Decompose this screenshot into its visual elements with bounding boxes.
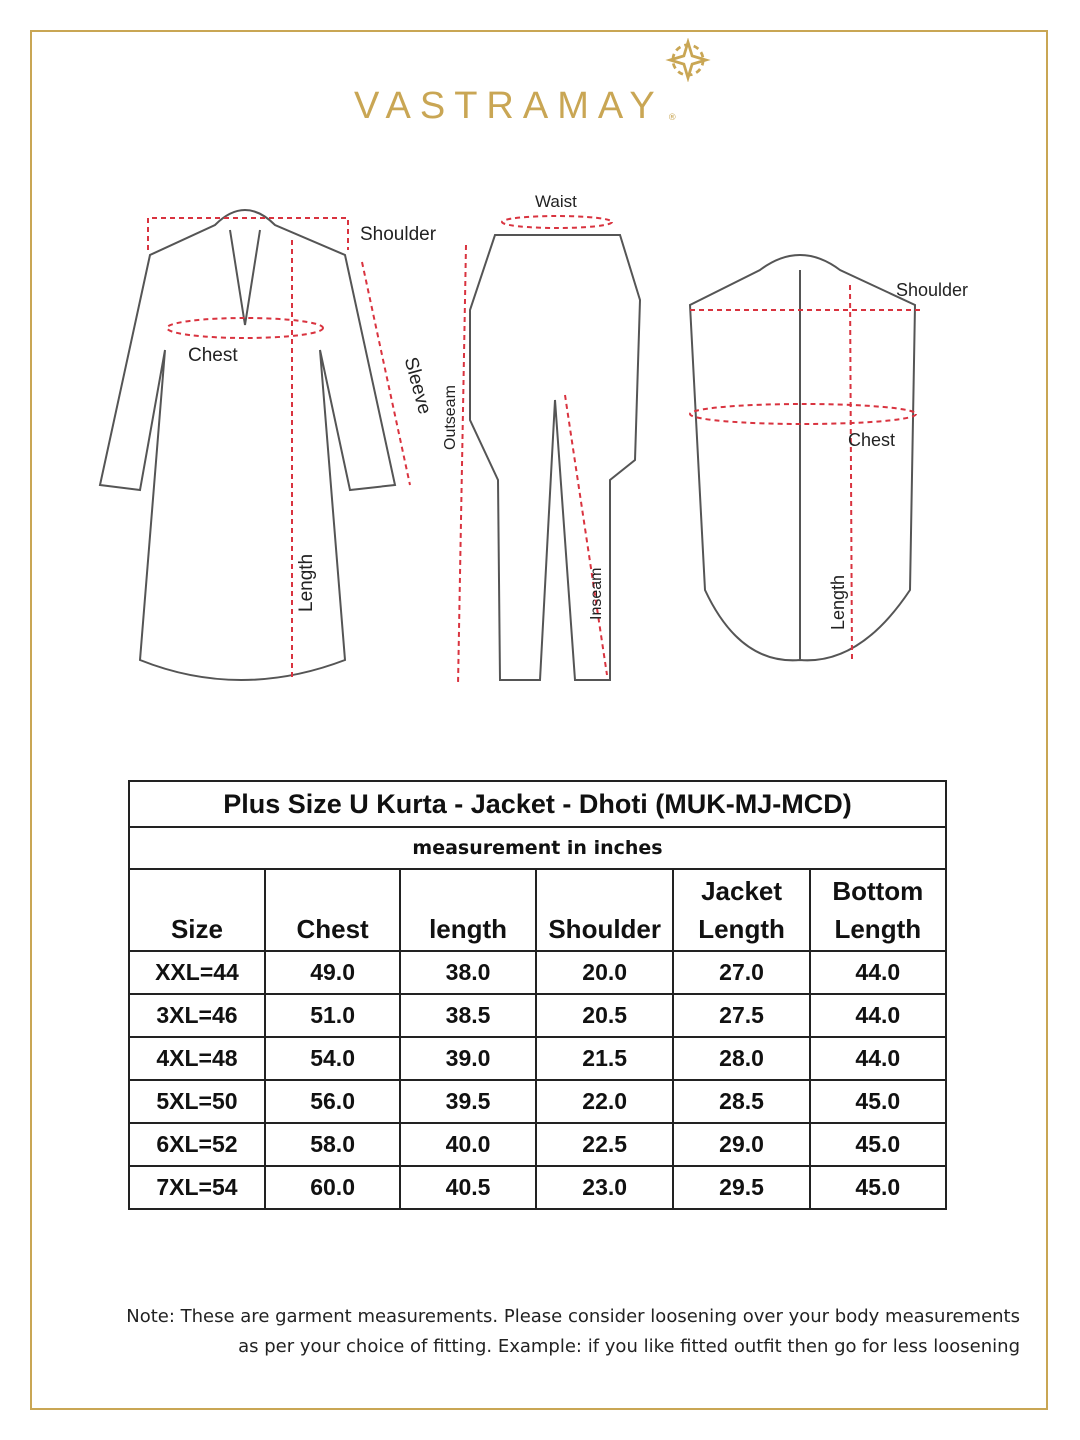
table-cell: 40.5 bbox=[399, 1165, 537, 1210]
table-cell: 29.5 bbox=[672, 1165, 811, 1210]
table-row: 5XL=50 56.0 39.5 22.0 28.5 45.0 bbox=[128, 1079, 948, 1124]
table-cell: 60.0 bbox=[263, 1165, 402, 1210]
dhoti-inseam-line bbox=[564, 394, 608, 676]
table-cell: 27.5 bbox=[672, 993, 811, 1038]
kurta-shoulder-line bbox=[147, 217, 349, 250]
label-jacket-shoulder: Shoulder bbox=[896, 280, 969, 300]
column-header: Jacket Length bbox=[672, 868, 811, 952]
column-header: length bbox=[399, 868, 537, 952]
kurta-outline bbox=[98, 209, 397, 681]
column-header-line bbox=[537, 872, 673, 910]
table-cell: 44.0 bbox=[808, 1036, 948, 1081]
table-cell: 38.0 bbox=[399, 950, 537, 995]
table-cell: 4XL=48 bbox=[128, 1036, 266, 1081]
column-header: Bottom Length bbox=[808, 868, 948, 952]
jacket-chest-line bbox=[689, 403, 917, 425]
kurta-placket bbox=[229, 229, 261, 326]
note-line-2: as per your choice of fitting. Example: … bbox=[238, 1336, 1020, 1357]
dhoti-outline bbox=[469, 234, 642, 681]
brand: VASTRAMAY ® bbox=[354, 84, 677, 128]
table-cell: 44.0 bbox=[808, 993, 948, 1038]
note-line-1: Note: These are garment measurements. Pl… bbox=[126, 1306, 1020, 1327]
label-kurta-shoulder: Shoulder bbox=[360, 224, 437, 245]
table-cell: 39.5 bbox=[399, 1079, 537, 1124]
brand-name: VASTRAMAY bbox=[354, 85, 664, 127]
table-cell: 7XL=54 bbox=[128, 1165, 266, 1210]
column-header-line: Length bbox=[698, 914, 785, 944]
table-cell: 45.0 bbox=[808, 1165, 948, 1210]
table-cell: 6XL=52 bbox=[128, 1122, 266, 1167]
table-cell: 28.5 bbox=[672, 1079, 811, 1124]
table-cell: 27.0 bbox=[672, 950, 811, 995]
table-cell: 3XL=46 bbox=[128, 993, 266, 1038]
label-dhoti-outseam: Outseam bbox=[442, 385, 459, 450]
table-cell: 45.0 bbox=[808, 1079, 948, 1124]
table-cell: 20.0 bbox=[534, 950, 675, 995]
table-row: 7XL=54 60.0 40.5 23.0 29.5 45.0 bbox=[128, 1165, 948, 1210]
label-dhoti-waist: Waist bbox=[535, 192, 577, 211]
column-header: Chest bbox=[263, 868, 402, 952]
table-cell: 56.0 bbox=[263, 1079, 402, 1124]
table-cell: 28.0 bbox=[672, 1036, 811, 1081]
kurta-sleeve-line bbox=[361, 261, 411, 486]
column-header-line bbox=[130, 872, 264, 910]
table-cell: 39.0 bbox=[399, 1036, 537, 1081]
column-header: Size bbox=[128, 868, 266, 952]
table-row: 3XL=46 51.0 38.5 20.5 27.5 44.0 bbox=[128, 993, 948, 1038]
table-title: Plus Size U Kurta - Jacket - Dhoti (MUK-… bbox=[128, 780, 947, 828]
table-cell: 40.0 bbox=[399, 1122, 537, 1167]
table-cell: 38.5 bbox=[399, 993, 537, 1038]
table-row: 4XL=48 54.0 39.0 21.5 28.0 44.0 bbox=[128, 1036, 948, 1081]
table-cell: 58.0 bbox=[263, 1122, 402, 1167]
kurta-chest-line bbox=[166, 317, 324, 339]
table-cell: 22.5 bbox=[534, 1122, 675, 1167]
jacket-length-line bbox=[849, 284, 853, 661]
garment-diagram bbox=[98, 209, 920, 686]
table-subtitle: measurement in inches bbox=[128, 826, 947, 870]
registered-mark: ® bbox=[667, 113, 677, 123]
column-header: Shoulder bbox=[534, 868, 675, 952]
table-cell: 5XL=50 bbox=[128, 1079, 266, 1124]
table-cell: 44.0 bbox=[808, 950, 948, 995]
table-header-row: Size Chest length Shoulder Jacket Length Bo… bbox=[128, 868, 948, 952]
dhoti-outseam-line bbox=[457, 244, 467, 686]
column-header-line: Chest bbox=[296, 914, 369, 944]
dhoti-waist-line bbox=[501, 215, 613, 229]
table-cell: 54.0 bbox=[263, 1036, 402, 1081]
table-cell: 23.0 bbox=[534, 1165, 675, 1210]
table-row: XXL=44 49.0 38.0 20.0 27.0 44.0 bbox=[128, 950, 948, 995]
column-header-line bbox=[266, 872, 399, 910]
size-chart-table: Plus Size U Kurta - Jacket - Dhoti (MUK-… bbox=[128, 780, 948, 1210]
column-header-line: Bottom bbox=[832, 876, 924, 906]
table-cell: 51.0 bbox=[263, 993, 402, 1038]
column-header-line bbox=[401, 872, 535, 910]
table-cell: 45.0 bbox=[808, 1122, 948, 1167]
page-border bbox=[30, 30, 1048, 1410]
column-header-line: Jacket bbox=[701, 876, 783, 906]
table-cell: 21.5 bbox=[534, 1036, 675, 1081]
note-text: Note: These are garment measurements. Pl… bbox=[30, 1302, 1020, 1362]
table-row: 6XL=52 58.0 40.0 22.5 29.0 45.0 bbox=[128, 1122, 948, 1167]
table-cell: 22.0 bbox=[534, 1079, 675, 1124]
table-cell: XXL=44 bbox=[128, 950, 266, 995]
table-cell: 29.0 bbox=[672, 1122, 811, 1167]
label-kurta-chest: Chest bbox=[188, 345, 238, 366]
jacket-outline bbox=[688, 254, 917, 662]
label-dhoti-inseam: Inseam bbox=[588, 567, 605, 620]
label-jacket-chest: Chest bbox=[848, 430, 896, 450]
label-jacket-length: Length bbox=[828, 574, 848, 630]
column-header-line: Length bbox=[834, 914, 922, 944]
label-kurta-length: Length bbox=[296, 553, 317, 612]
column-header-line: length bbox=[429, 914, 508, 944]
column-header-line: Size bbox=[170, 914, 223, 944]
brand-logo-icon bbox=[665, 38, 711, 82]
table-cell: 20.5 bbox=[534, 993, 675, 1038]
table-cell: 49.0 bbox=[263, 950, 402, 995]
column-header-line: Shoulder bbox=[548, 914, 662, 944]
